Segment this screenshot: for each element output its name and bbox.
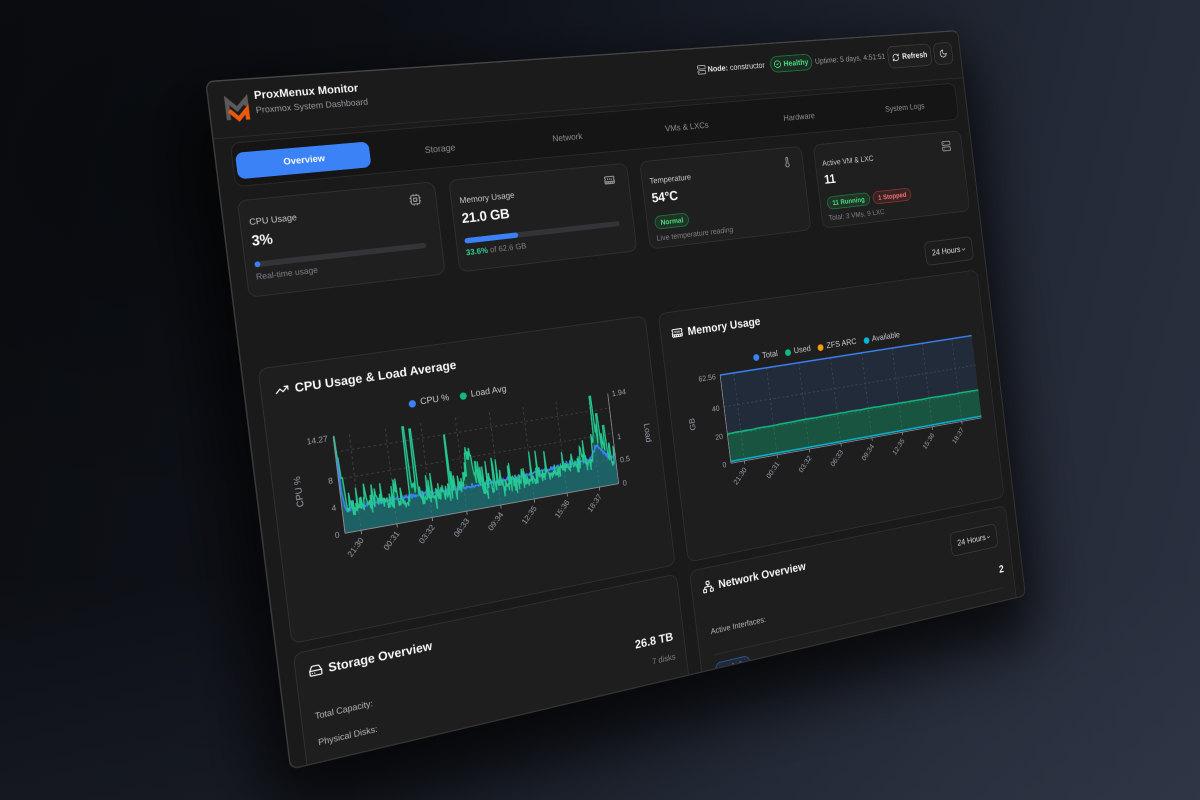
svg-text:03:32: 03:32 — [417, 523, 436, 545]
svg-text:06:33: 06:33 — [452, 517, 471, 539]
svg-text:1.94: 1.94 — [611, 387, 626, 398]
svg-text:09:34: 09:34 — [860, 442, 875, 462]
svg-text:03:32: 03:32 — [797, 454, 813, 474]
svg-text:15:36: 15:36 — [553, 498, 571, 520]
svg-text:06:33: 06:33 — [829, 448, 845, 468]
svg-text:0.5: 0.5 — [619, 454, 630, 464]
svg-text:40: 40 — [711, 404, 720, 414]
svg-text:0: 0 — [334, 530, 340, 540]
svg-text:20: 20 — [715, 432, 724, 442]
svg-text:14.27: 14.27 — [306, 434, 328, 447]
svg-text:00:31: 00:31 — [765, 460, 781, 480]
svg-text:00:31: 00:31 — [382, 529, 402, 552]
svg-text:4: 4 — [331, 503, 337, 513]
svg-text:GB: GB — [688, 417, 698, 431]
svg-text:12:35: 12:35 — [891, 437, 906, 457]
svg-text:21:30: 21:30 — [732, 466, 748, 487]
svg-text:18:37: 18:37 — [586, 492, 604, 513]
svg-text:CPU %: CPU % — [292, 475, 306, 508]
svg-text:18:37: 18:37 — [951, 426, 966, 445]
svg-text:21:30: 21:30 — [346, 536, 366, 559]
svg-text:1: 1 — [617, 432, 622, 441]
svg-text:09:34: 09:34 — [486, 510, 505, 532]
svg-text:62.56: 62.56 — [698, 372, 716, 383]
svg-text:8: 8 — [328, 476, 334, 486]
svg-text:12:35: 12:35 — [520, 504, 538, 526]
svg-text:Load: Load — [642, 423, 653, 444]
svg-text:0: 0 — [622, 478, 627, 487]
svg-text:15:36: 15:36 — [921, 431, 936, 450]
svg-text:0: 0 — [722, 460, 727, 469]
